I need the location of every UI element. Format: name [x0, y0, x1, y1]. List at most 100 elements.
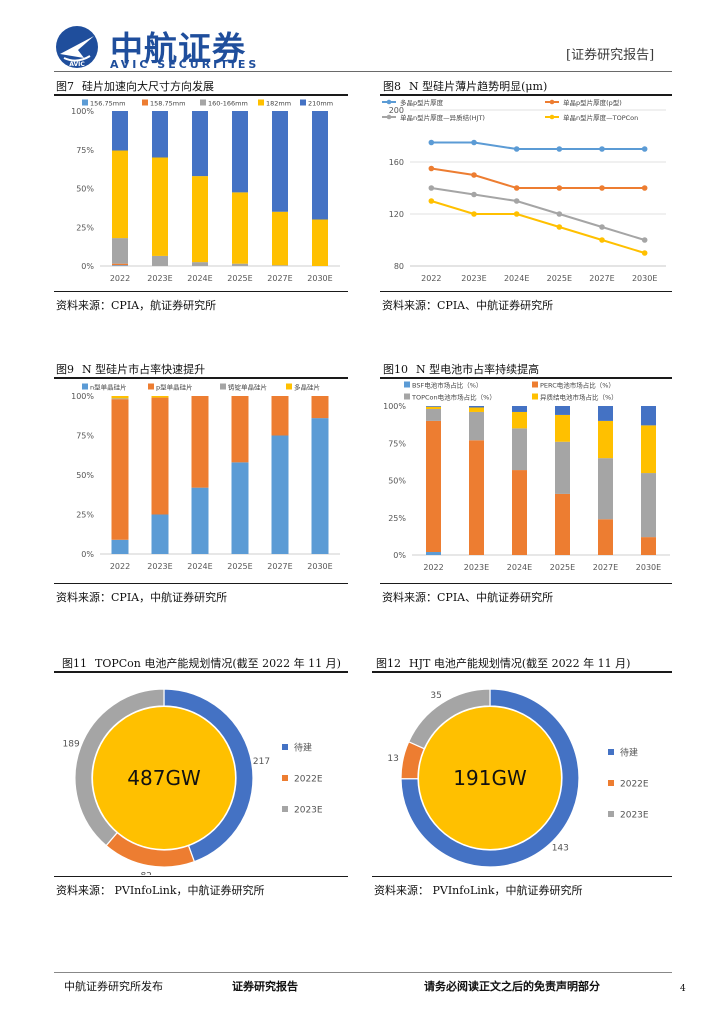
fig7-bar-4-1 [152, 111, 168, 158]
fig8-point-0-2 [513, 146, 520, 152]
fig8-source: 资料来源：CPIA、中航证券研究所 [382, 299, 554, 312]
fig9-xtick-0: 2022 [110, 562, 130, 571]
fig9-ytick-0: 0% [81, 550, 94, 559]
fig9-bar-1-5 [311, 396, 329, 419]
fig9-legend-label-2: 铸锭单晶硅片 [228, 383, 267, 392]
fig8-series-line-0 [431, 141, 645, 150]
fig10-bar-4-1 [469, 406, 484, 408]
fig10-xtick-1: 2023E [464, 563, 489, 572]
fig12-donut-chart: 143 13 35 191GW 待建 2022E 2023E [387, 688, 649, 868]
fig9-bar-1-3 [231, 396, 249, 463]
fig10-legend-swatch-0 [404, 381, 410, 388]
fig8-point-2-4 [599, 224, 605, 230]
fig10-stacked-bar-chart: 0% 25% 50% 75% 100% 2022 2023E 2024E 2025E 2027E 2… [383, 381, 670, 572]
fig12-slice-label-2: 35 [430, 691, 441, 701]
fig9-source: 资料来源：CPIA，中航证券研究所 [56, 591, 228, 604]
fig10-bar-3-0 [426, 406, 441, 409]
fig10-bar-2-0 [426, 408, 441, 421]
fig10-ytick-0: 0% [393, 551, 406, 560]
fig8-xtick-1: 2023E [461, 274, 486, 283]
fig10-bar-1-0 [426, 420, 441, 553]
fig9-bar-1-1 [151, 397, 169, 515]
fig7-title-rule [54, 94, 348, 96]
fig8-number: 图8 [383, 80, 401, 93]
fig8-ytick-1: 120 [389, 210, 404, 219]
fig8-point-0-1 [471, 139, 477, 146]
fig7-ytick-3: 75% [76, 146, 94, 155]
fig10-bar-3-4 [598, 420, 613, 459]
fig10-legend-label-0: BSF电池市场占比（%） [412, 381, 482, 390]
fig9-bar-0-5 [311, 418, 329, 554]
fig11-slice-label-0: 217 [253, 757, 270, 767]
fig9-ytick-4: 100% [71, 392, 94, 401]
fig7-bar-2-3 [232, 263, 248, 266]
fig10-bar-4-2 [512, 406, 527, 412]
footer-disclaimer: 请务必阅读正文之后的免责声明部分 [424, 980, 600, 993]
fig7-caption: 硅片加速向大尺寸方向发展 [82, 80, 214, 93]
fig8-ytick-0: 80 [394, 262, 404, 271]
fig11-legend-label-2: 2023E [294, 806, 323, 816]
fig8-legend-marker-2 [386, 114, 392, 120]
fig7-legend-label-0: 156.75mm [90, 100, 125, 108]
fig11-center-disc [93, 707, 235, 849]
fig7-ytick-2: 50% [76, 185, 94, 194]
report-type-tag: [证券研究报告] [566, 48, 655, 63]
avic-logo-icon: AVIC [54, 24, 100, 70]
fig10-bar-4-3 [555, 406, 570, 415]
fig8-xtick-3: 2025E [547, 274, 572, 283]
fig10-xtick-5: 2030E [636, 563, 661, 572]
fig10-bar-2-4 [598, 458, 613, 520]
fig10-bottom-rule [380, 583, 672, 584]
fig12-legend-swatch-2 [608, 811, 614, 817]
fig7-bar-3-3 [232, 192, 248, 264]
fig8-point-3-1 [471, 211, 477, 217]
fig11-number: 图11 [62, 657, 87, 670]
logo-english: AVIC SECURITIES [110, 58, 260, 71]
fig9-legend-swatch-3 [286, 383, 292, 390]
fig9-ytick-2: 50% [76, 471, 94, 480]
fig9-bar-0-3 [231, 462, 249, 554]
fig10-bar-1-3 [555, 493, 570, 555]
fig10-bar-3-3 [555, 414, 570, 442]
fig12-center-disc [419, 707, 561, 849]
fig12-slice-0 [400, 688, 580, 868]
fig8-title-rule [380, 94, 672, 96]
fig7-title: 图7 硅片加速向大尺寸方向发展 [56, 78, 214, 94]
fig7-xtick-2: 2024E [187, 274, 212, 283]
header-rule [54, 71, 672, 72]
fig9-ytick-3: 75% [76, 432, 94, 441]
fig10-bar-2-5 [641, 473, 656, 538]
fig9-legend-label-3: 多晶硅片 [294, 383, 320, 392]
fig9-ytick-1: 25% [76, 511, 94, 520]
fig8-series-line-1 [431, 167, 645, 189]
fig7-xtick-5: 2030E [307, 274, 332, 283]
fig12-slice-label-0: 143 [552, 844, 569, 854]
fig8-ytick-3: 200 [389, 106, 404, 115]
fig12-bottom-rule [372, 876, 672, 877]
fig8-point-1-2 [513, 185, 520, 191]
fig8-legend-marker-3 [549, 114, 555, 120]
fig10-bar-2-1 [469, 411, 484, 441]
fig7-number: 图7 [56, 80, 74, 93]
footer-report-type: 证券研究报告 [232, 980, 298, 993]
footer-rule [54, 972, 672, 973]
fig8-point-1-1 [471, 172, 477, 178]
fig10-xtick-3: 2025E [550, 563, 575, 572]
fig9-title-rule [54, 377, 348, 379]
fig7-legend-label-3: 182mm [266, 100, 291, 108]
fig12-legend-swatch-0 [608, 749, 614, 755]
fig8-point-0-4 [599, 146, 605, 152]
fig7-bar-4-4 [272, 111, 288, 212]
fig10-bar-4-4 [598, 406, 613, 421]
fig12-title: 图12 HJT 电池产能规划情况(截至 2022 年 11 月) [376, 655, 630, 671]
fig9-bar-3-0 [111, 396, 129, 399]
fig10-bar-3-1 [469, 407, 484, 412]
fig7-bar-2-0 [112, 238, 128, 264]
fig10-legend-label-3: 异质结电池市场占比（%） [540, 393, 618, 402]
fig8-point-0-0 [428, 139, 435, 146]
fig10-xtick-4: 2027E [593, 563, 618, 572]
fig10-xtick-2: 2024E [507, 563, 532, 572]
fig7-ytick-0: 0% [81, 262, 94, 271]
fig8-point-1-4 [599, 185, 605, 191]
fig8-ytick-2: 160 [389, 158, 404, 167]
